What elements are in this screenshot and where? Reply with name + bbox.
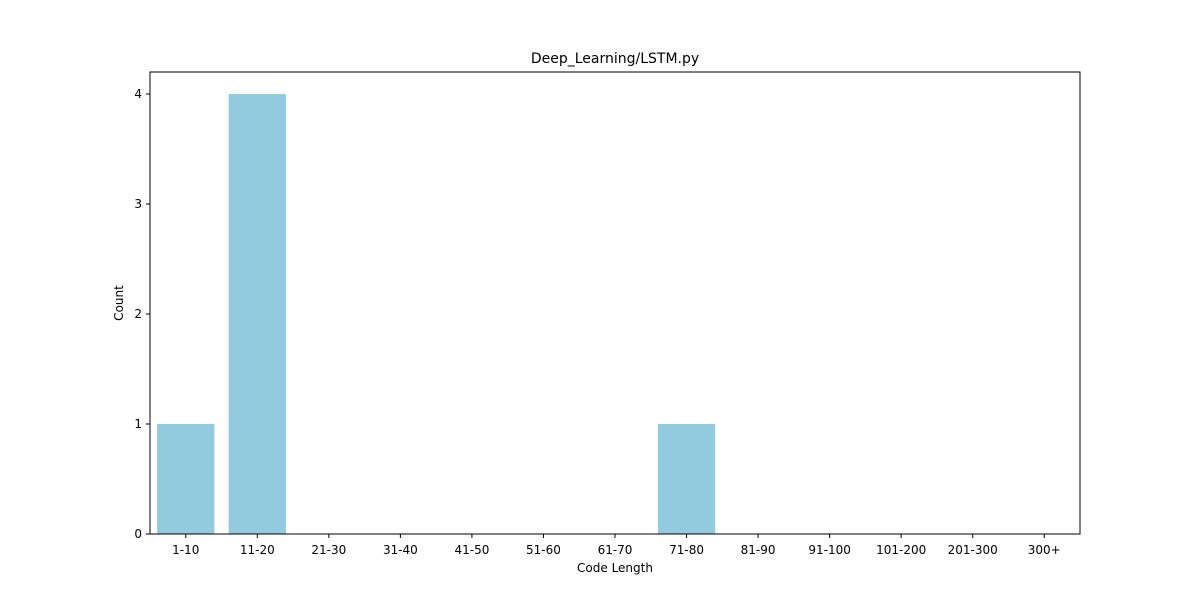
x-axis-title: Code Length xyxy=(577,561,653,575)
y-tick-label: 3 xyxy=(134,197,142,211)
x-tick-label: 51-60 xyxy=(526,543,561,557)
x-tick-label: 31-40 xyxy=(383,543,418,557)
x-tick-label: 91-100 xyxy=(808,543,851,557)
bar-11-20 xyxy=(228,94,286,534)
x-tick-label: 11-20 xyxy=(240,543,275,557)
plot-frame xyxy=(149,71,1081,535)
x-tick-label: 300+ xyxy=(1028,543,1061,557)
y-tick-label: 0 xyxy=(134,527,142,541)
bars-group xyxy=(157,94,716,534)
bar-71-80 xyxy=(657,424,716,534)
y-axis-title: Count xyxy=(112,285,126,321)
x-tick-label: 1-10 xyxy=(172,543,199,557)
y-axis: 0 1 2 3 4 xyxy=(134,87,150,541)
x-tick-label: 81-90 xyxy=(741,543,776,557)
x-tick-label: 201-300 xyxy=(948,543,998,557)
x-tick-label: 101-200 xyxy=(876,543,926,557)
y-tick-label: 2 xyxy=(134,307,142,321)
y-tick-label: 1 xyxy=(134,417,142,431)
x-tick-label: 21-30 xyxy=(311,543,346,557)
bar-1-10 xyxy=(157,424,215,534)
x-tick-label: 61-70 xyxy=(598,543,633,557)
y-tick-label: 4 xyxy=(134,87,142,101)
x-axis: 1-10 11-20 21-30 31-40 41-50 51-60 61-70 71-80 8… xyxy=(172,534,1061,557)
x-tick-label: 41-50 xyxy=(454,543,489,557)
chart-title: Deep_Learning/LSTM.py xyxy=(531,51,699,67)
x-tick-label: 71-80 xyxy=(669,543,704,557)
